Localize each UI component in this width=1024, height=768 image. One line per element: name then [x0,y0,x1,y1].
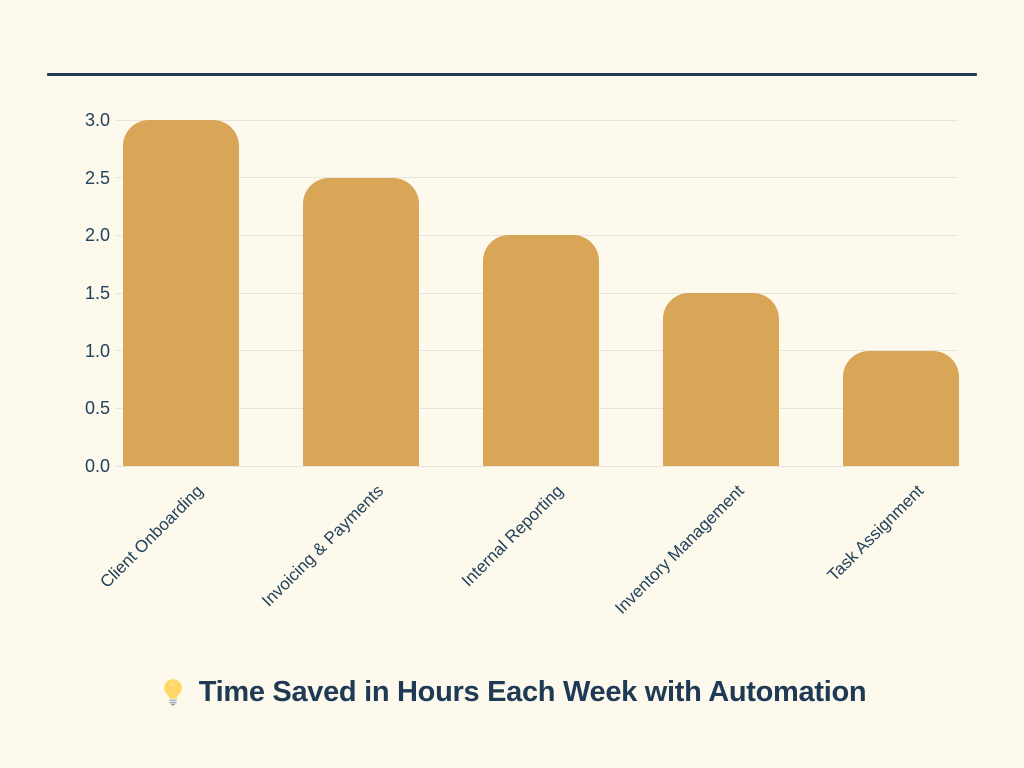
x-axis-label: Client Onboarding [96,481,208,592]
bar [662,293,779,466]
gridline [116,465,958,467]
y-tick-label: 1.0 [84,340,110,361]
y-tick-label: 2.0 [84,225,110,246]
x-axis-label: Internal Reporting [458,481,568,591]
bar [482,235,599,466]
y-tick-label: 0.5 [84,398,110,419]
x-axis-label: Task Assignment [823,481,928,585]
y-tick-label: 3.0 [84,110,110,130]
y-tick-label: 2.5 [84,167,110,188]
chart-title-row: Time Saved in Hours Each Week with Autom… [0,676,1024,709]
bar [122,120,239,466]
x-axis-label: Invoicing & Payments [258,481,388,611]
y-tick-label: 0.0 [84,456,110,476]
top-divider [47,73,977,76]
gridline [116,177,958,179]
gridline [116,119,958,121]
y-tick-label: 1.5 [84,283,110,303]
x-axis-label: Inventory Management [610,481,748,618]
bar [842,350,959,466]
chart-title: Time Saved in Hours Each Week with Autom… [198,676,867,708]
bar-chart: 0.0 0.5 1.0 1.5 2.0 2.5 3.0 Client Onboarding I… [84,110,959,618]
bar [302,177,419,466]
lightbulb-emoji-icon [163,678,182,706]
